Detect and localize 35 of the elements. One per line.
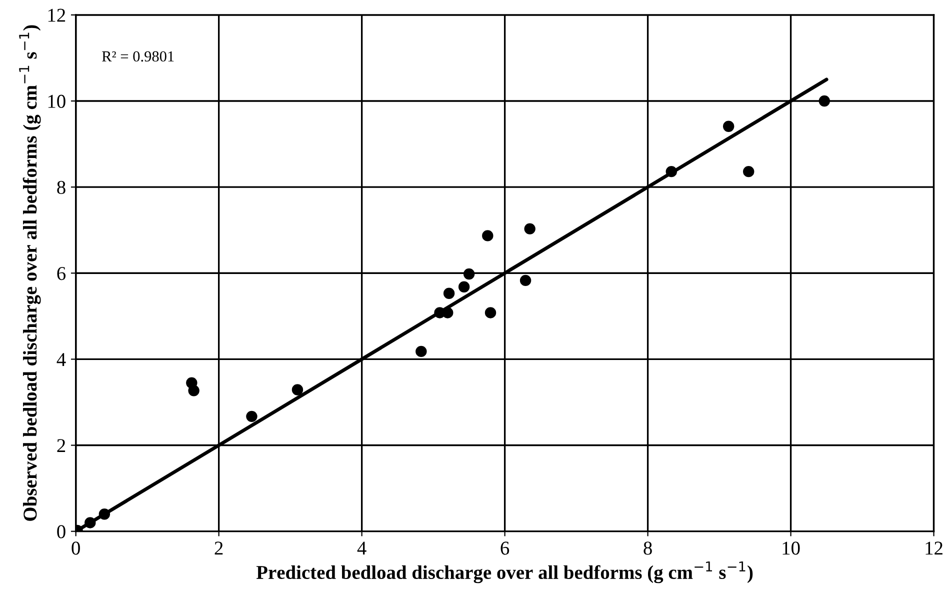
y-tick-label: 6 <box>57 267 66 280</box>
annotation: R² = 0.9801 <box>102 51 174 62</box>
x-tick-label: 0 <box>72 542 80 555</box>
point <box>484 307 496 318</box>
point <box>666 166 677 178</box>
point <box>722 120 734 132</box>
point <box>84 517 96 528</box>
point <box>442 307 454 318</box>
point <box>292 384 304 396</box>
x-tick-label: 8 <box>644 542 652 555</box>
point <box>743 166 754 178</box>
y-tick-label: 0 <box>57 525 66 538</box>
point <box>818 95 830 107</box>
point <box>520 274 532 286</box>
y-axis-title: Observed bedload discharge over all bedforms (g cm$^{−1}$ s$^{−1}$) <box>19 25 41 521</box>
point <box>98 508 110 520</box>
x-tick-label: 2 <box>214 542 223 555</box>
x-tick-label: 6 <box>500 542 510 555</box>
point <box>458 281 470 293</box>
point <box>463 268 475 280</box>
y-tick-label: 8 <box>57 180 66 194</box>
point <box>188 385 200 396</box>
x-tick-label: 12 <box>926 542 942 555</box>
point <box>443 288 455 299</box>
point <box>482 230 494 242</box>
x-tick-label: 10 <box>782 542 800 555</box>
y-tick-label: 4 <box>56 353 66 366</box>
y-tick-label: 10 <box>48 94 66 108</box>
point <box>246 410 258 422</box>
x-tick-label: 4 <box>357 542 366 555</box>
x-axis-title: Predicted bedload discharge over all bedforms (g cm$^{−1}$ s$^{−1}$) <box>256 561 753 584</box>
point <box>524 223 536 234</box>
y-tick-label: 2 <box>57 439 66 452</box>
y-tick-label: 12 <box>48 8 66 22</box>
point <box>416 346 427 358</box>
